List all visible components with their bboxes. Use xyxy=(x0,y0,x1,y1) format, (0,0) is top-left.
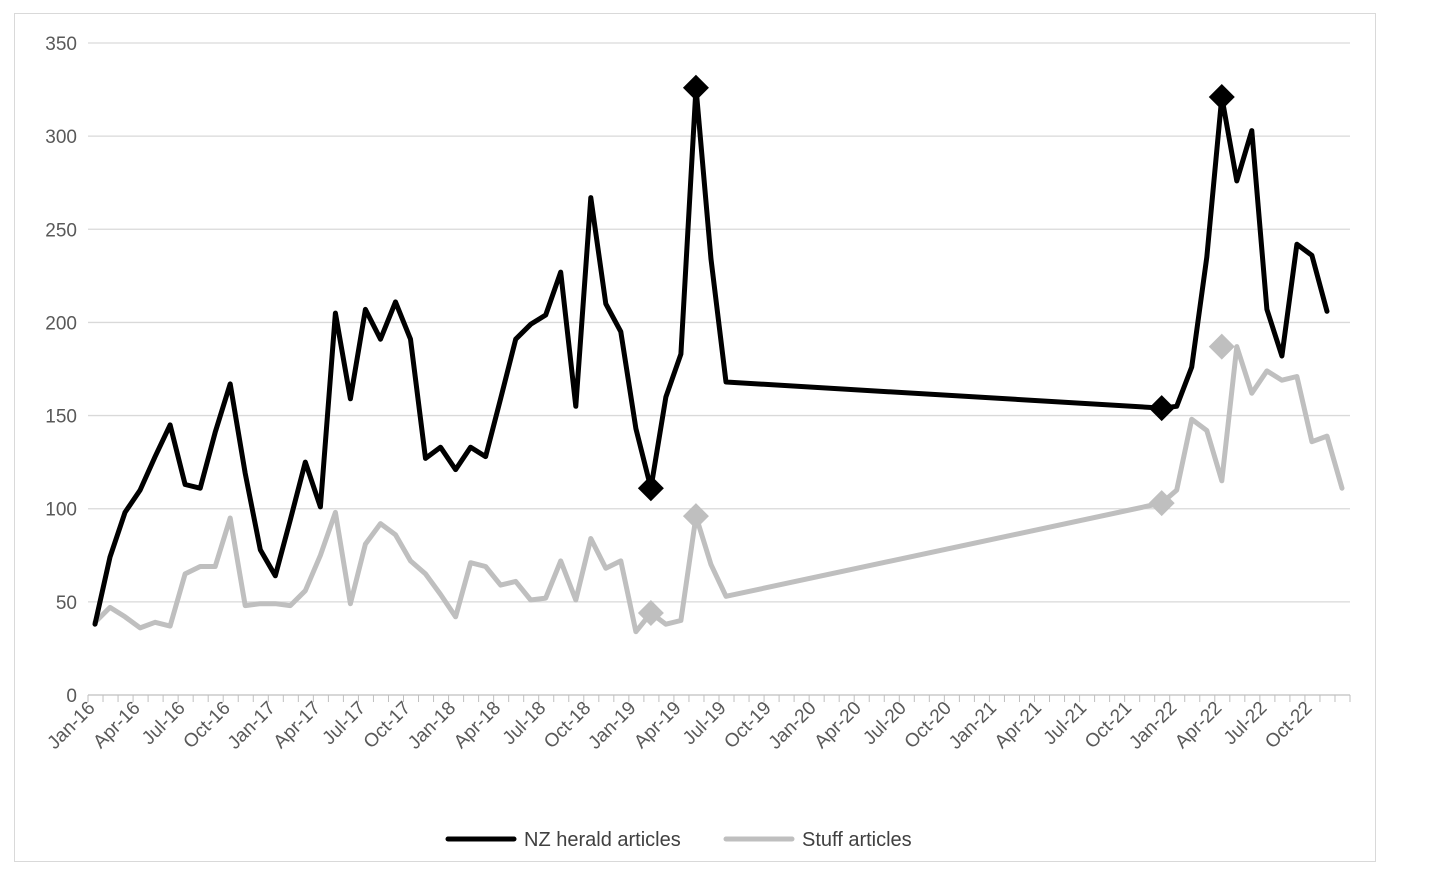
line-stuff-articles xyxy=(92,344,1345,635)
x-tick-label: Jan-17 xyxy=(224,698,280,754)
legend-label-stuff-articles: Stuff articles xyxy=(802,829,912,851)
marker-diamond xyxy=(1208,333,1235,360)
x-tick-label: Apr-21 xyxy=(991,698,1046,753)
x-tick-label: Oct-22 xyxy=(1261,698,1316,753)
x-tick-label: Jan-18 xyxy=(404,698,460,754)
marker-diamond xyxy=(1148,395,1175,422)
chart-frame xyxy=(14,13,1376,862)
line-nz-herald-articles xyxy=(92,85,1330,627)
series-lines xyxy=(92,74,1345,635)
marker-diamond xyxy=(637,600,664,627)
x-tick-label: Apr-17 xyxy=(270,698,325,753)
x-tick-label: Jan-20 xyxy=(765,698,821,754)
x-tick-label: Oct-17 xyxy=(360,698,415,753)
y-tick-label: 350 xyxy=(45,34,77,55)
x-tick-label: Oct-16 xyxy=(180,698,235,753)
marker-diamond xyxy=(682,503,709,530)
x-tick-label: Apr-16 xyxy=(89,698,144,753)
series-nz-herald-articles xyxy=(92,74,1330,627)
y-tick-label: 150 xyxy=(45,407,77,428)
x-tick-label: Apr-22 xyxy=(1171,698,1226,753)
y-tick-label: 100 xyxy=(45,500,77,521)
series-stuff-articles xyxy=(92,333,1345,635)
marker-diamond xyxy=(1208,84,1235,111)
y-tick-label: 50 xyxy=(56,593,77,614)
x-tick-label: Jan-21 xyxy=(945,698,1001,754)
legend-label-nz-herald-articles: NZ herald articles xyxy=(524,829,681,851)
x-tick-label: Apr-18 xyxy=(450,698,505,753)
y-tick-label: 0 xyxy=(66,686,77,707)
x-tick-label: Jan-22 xyxy=(1125,698,1181,754)
x-tick-label: Oct-20 xyxy=(901,698,956,753)
marker-diamond xyxy=(637,475,664,502)
y-tick-label: 200 xyxy=(45,313,77,334)
x-tick-label: Oct-21 xyxy=(1081,698,1136,753)
marker-diamond xyxy=(682,74,709,101)
x-tick-label: Oct-18 xyxy=(540,698,595,753)
y-tick-label: 300 xyxy=(45,127,77,148)
y-tick-label: 250 xyxy=(45,220,77,241)
legend: NZ herald articles Stuff articles xyxy=(445,829,912,851)
x-tick-label: Apr-20 xyxy=(811,698,866,753)
marker-diamond xyxy=(1148,490,1175,517)
y-axis-ticks: 0 50 100 150 200 250 300 350 xyxy=(45,34,77,707)
x-tick-label: Oct-19 xyxy=(720,698,775,753)
x-tick-label: Apr-19 xyxy=(630,698,685,753)
x-tick-label: Jan-19 xyxy=(584,698,640,754)
x-axis: Jan-16Apr-16Jul-16Oct-16Jan-17Apr-17Jul-… xyxy=(44,694,1351,754)
